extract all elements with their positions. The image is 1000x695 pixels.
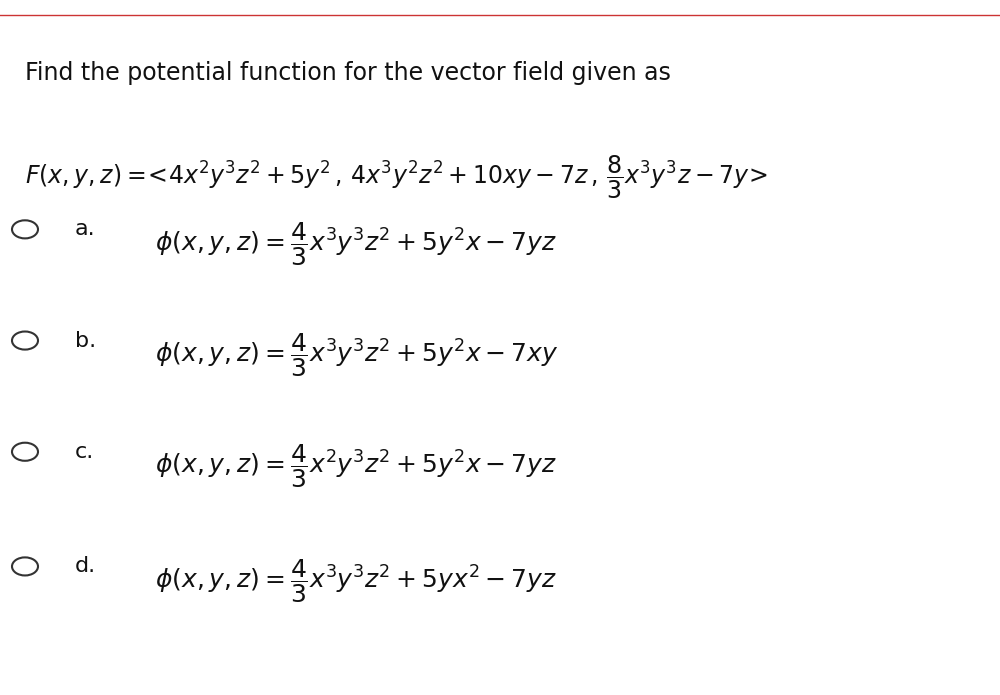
Text: $\phi(x, y, z) = \dfrac{4}{3}x^3y^3z^2 + 5yx^2 - 7yz$: $\phi(x, y, z) = \dfrac{4}{3}x^3y^3z^2 +… — [155, 557, 557, 605]
Text: $F(x, y, z) =\!\!<\! 4x^2y^3z^2 + 5y^2\,,\, 4x^3y^2z^2 + 10xy - 7z\,,\, \dfrac{8: $F(x, y, z) =\!\!<\! 4x^2y^3z^2 + 5y^2\,… — [25, 154, 768, 201]
Text: Find the potential function for the vector field given as: Find the potential function for the vect… — [25, 61, 671, 85]
Text: $\phi(x, y, z) = \dfrac{4}{3}x^2y^3z^2 + 5y^2x - 7yz$: $\phi(x, y, z) = \dfrac{4}{3}x^2y^3z^2 +… — [155, 442, 557, 490]
Text: d.: d. — [75, 557, 96, 576]
Text: $\phi(x, y, z) = \dfrac{4}{3}x^3y^3z^2 + 5y^2x - 7xy$: $\phi(x, y, z) = \dfrac{4}{3}x^3y^3z^2 +… — [155, 331, 558, 379]
Text: c.: c. — [75, 442, 94, 461]
Text: a.: a. — [75, 220, 96, 239]
Text: $\phi(x, y, z) = \dfrac{4}{3}x^3y^3z^2 + 5y^2x - 7yz$: $\phi(x, y, z) = \dfrac{4}{3}x^3y^3z^2 +… — [155, 220, 557, 268]
Text: b.: b. — [75, 331, 96, 350]
